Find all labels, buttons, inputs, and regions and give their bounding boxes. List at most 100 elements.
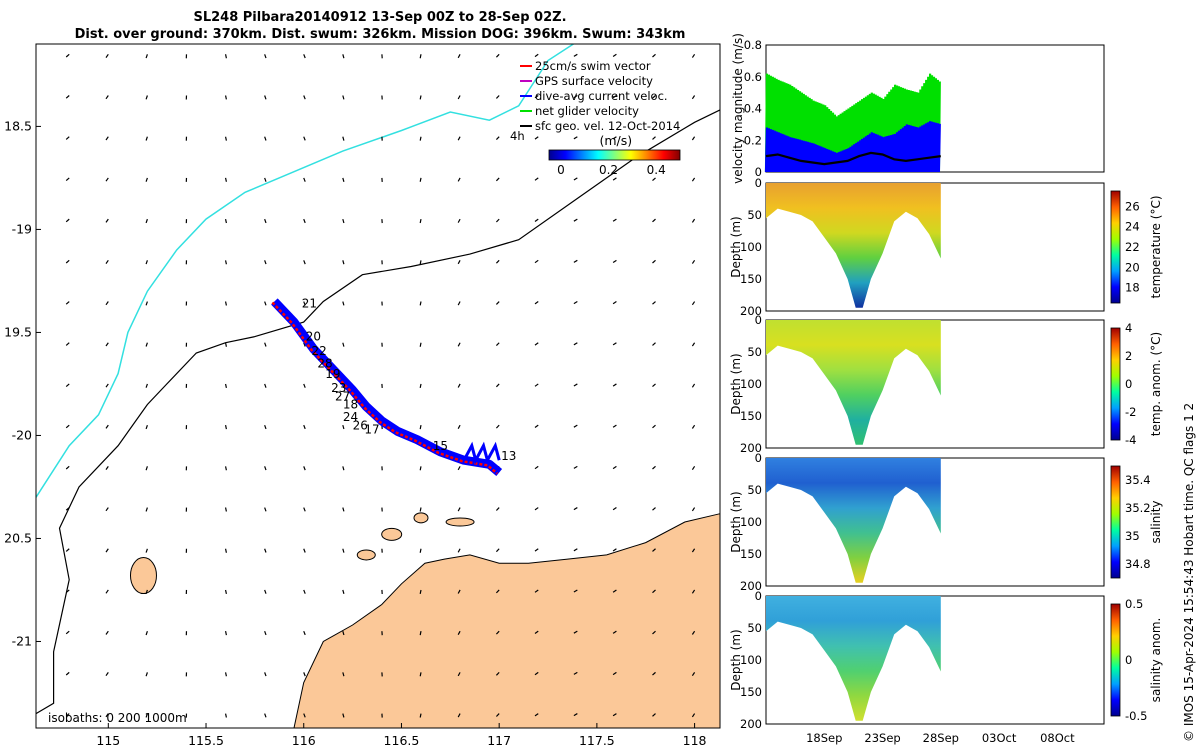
geo-velocity-arrow — [457, 672, 461, 677]
depth-tick: 200 — [740, 579, 762, 593]
island — [129, 557, 157, 595]
geo-velocity-arrow — [652, 589, 656, 594]
geo-velocity-arrow — [224, 672, 227, 677]
geo-velocity-arrow — [342, 54, 345, 59]
time-note: 4h — [510, 129, 525, 143]
geo-velocity-arrow — [303, 672, 306, 677]
geo-velocity-arrow — [573, 630, 578, 634]
geo-velocity-arrow — [145, 218, 148, 224]
geo-velocity-arrow — [495, 383, 500, 388]
geo-velocity-arrow — [534, 136, 539, 140]
geo-velocity-arrow — [65, 342, 70, 346]
geo-velocity-arrow — [534, 465, 539, 470]
geo-velocity-arrow — [612, 383, 617, 387]
geo-velocity-arrow — [303, 548, 306, 553]
geo-velocity-arrow — [534, 630, 539, 634]
geo-velocity-arrow — [419, 548, 422, 553]
geo-velocity-arrow — [652, 548, 656, 552]
geo-velocity-arrow — [145, 466, 148, 471]
section-colorbar — [1110, 327, 1121, 441]
geo-velocity-arrow — [534, 383, 539, 387]
geo-velocity-arrow — [495, 507, 500, 511]
y-tick-label: 20.5 — [4, 530, 32, 545]
section-colorbar — [1110, 465, 1121, 579]
geo-velocity-arrow — [224, 383, 227, 389]
geo-velocity-arrow — [495, 301, 500, 305]
day-label: 28 — [317, 356, 332, 370]
colorbar-tick: -0.5 — [1125, 709, 1147, 723]
time-tick-label: 28Sep — [923, 731, 959, 745]
x-tick-label: 116 — [292, 733, 316, 748]
geo-velocity-arrow — [65, 507, 70, 511]
geo-velocity-arrow — [303, 177, 306, 182]
geo-velocity-arrow — [691, 95, 696, 100]
geo-velocity-arrow — [65, 548, 70, 552]
island — [356, 549, 376, 561]
day-label: 19 — [325, 367, 340, 381]
depth-tick: 0 — [755, 451, 762, 465]
depth-tick: 150 — [740, 547, 762, 561]
geo-velocity-arrow — [145, 713, 148, 718]
geo-velocity-arrow — [65, 218, 70, 223]
geo-velocity-arrow — [534, 218, 539, 222]
colorbar-tick: -4 — [1125, 433, 1136, 447]
geo-velocity-arrow — [612, 671, 617, 676]
geo-velocity-arrow — [65, 95, 70, 99]
geo-velocity-arrow — [224, 342, 227, 347]
geo-velocity-arrow — [224, 507, 227, 512]
geo-velocity-arrow — [573, 259, 578, 263]
depth-tick: 200 — [740, 717, 762, 731]
geo-velocity-arrow — [342, 507, 345, 512]
depth-tick: 0 — [755, 589, 762, 603]
geo-velocity-arrow — [691, 672, 696, 677]
depth-tick: 0 — [755, 313, 762, 327]
colorbar-label: salinity anom. — [1149, 618, 1163, 703]
depth-ylabel: Depth (m) — [729, 629, 743, 690]
depth-tick: 50 — [747, 345, 762, 359]
geo-velocity-arrow — [457, 548, 461, 553]
x-tick-label: 117.5 — [579, 733, 615, 748]
geo-velocity-arrow — [65, 713, 70, 717]
colorbar-tick: 34.8 — [1125, 557, 1151, 571]
geo-velocity-arrow — [419, 342, 422, 347]
geo-velocity-arrow — [145, 424, 148, 430]
geo-velocity-arrow — [612, 259, 617, 264]
geo-velocity-arrow — [264, 589, 267, 594]
geo-velocity-arrow — [145, 136, 148, 141]
colorbar-tick: 0 — [1125, 653, 1132, 667]
geo-velocity-arrow — [145, 342, 148, 347]
section-colorbar — [1110, 190, 1121, 304]
colorbar-tick: 0.2 — [599, 163, 618, 177]
geo-velocity-arrow — [419, 177, 422, 182]
geo-velocity-arrow — [573, 301, 578, 305]
geo-velocity-arrow — [342, 589, 345, 594]
velocity-y-tick: 0.2 — [744, 133, 762, 147]
isobath-label: isobaths: 0 200 1000m — [48, 711, 187, 725]
geo-velocity-arrow — [612, 136, 617, 140]
chart-title-line1: SL248 Pilbara20140912 13-Sep 00Z to 28-S… — [193, 10, 567, 25]
geo-velocity-arrow — [652, 342, 656, 346]
geo-velocity-arrow — [457, 713, 461, 718]
velocity-ylabel: velocity magnitude (m/s) — [731, 33, 745, 184]
colorbar-label: salinity — [1149, 500, 1163, 543]
geo-velocity-arrow — [691, 136, 696, 141]
geo-velocity-arrow — [145, 177, 148, 182]
geo-velocity-arrow — [495, 136, 500, 141]
geo-velocity-arrow — [65, 136, 70, 140]
geo-velocity-arrow — [612, 465, 617, 470]
geo-velocity-arrow — [652, 383, 656, 388]
geo-velocity-arrow — [65, 424, 70, 429]
geo-velocity-arrow — [534, 548, 539, 552]
geo-velocity-arrow — [303, 589, 306, 594]
y-tick-label: -20 — [12, 427, 32, 442]
geo-velocity-arrow — [457, 589, 461, 594]
geo-velocity-arrow — [105, 177, 109, 182]
colorbar-label: temperature (°C) — [1149, 196, 1163, 299]
day-label: 13 — [501, 449, 516, 463]
day-label: 26 — [353, 418, 368, 432]
chart-title-line2: Dist. over ground: 370km. Dist. swum: 32… — [74, 27, 686, 42]
geo-velocity-arrow — [573, 94, 578, 99]
